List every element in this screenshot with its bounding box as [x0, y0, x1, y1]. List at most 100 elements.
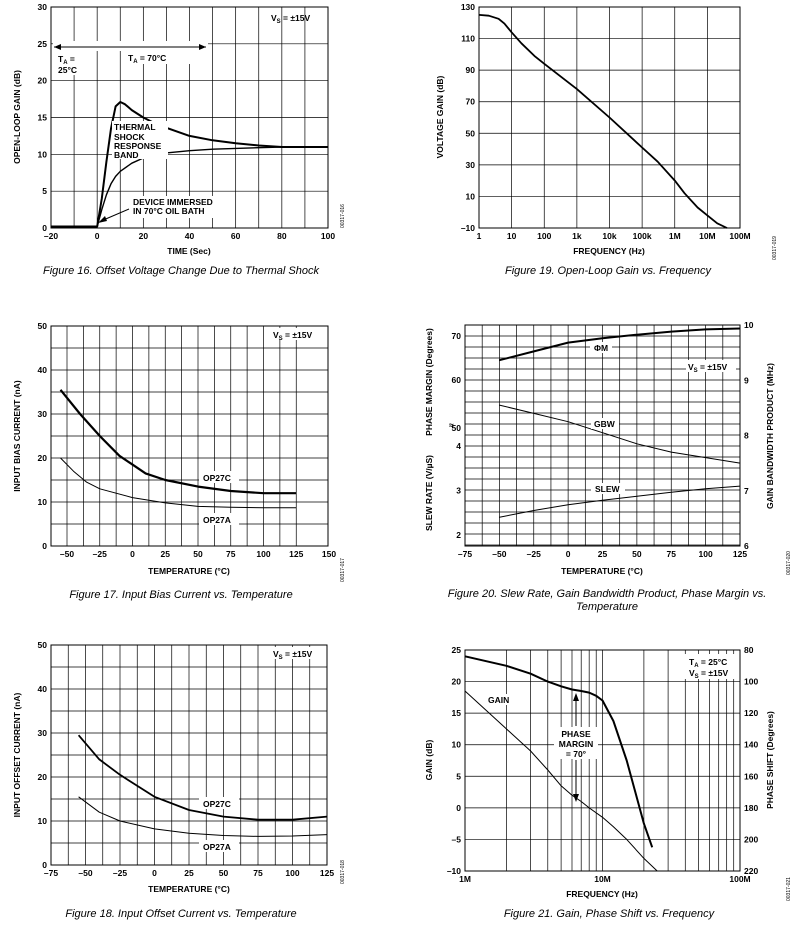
- label-phase-margin: ΦM: [594, 343, 608, 353]
- y-tick-label: 20: [452, 677, 462, 687]
- y-axis-label: INPUT BIAS CURRENT (nA): [12, 380, 22, 492]
- x-tick-label: –50: [78, 868, 92, 878]
- y-axis-label-slew: SLEW RATE (V/µS): [424, 455, 434, 531]
- y-tick-label: 60: [452, 375, 462, 385]
- x-tick-label: –25: [93, 549, 107, 559]
- y-tick-label: 0: [42, 223, 47, 233]
- y-tick-label: 30: [38, 2, 48, 12]
- annotation-phase-margin-2: MARGIN: [559, 739, 593, 749]
- figure-21: TA = 25°C VS = ±15V GAIN PHASE MARGIN = …: [424, 645, 792, 920]
- y-tick-label: 25: [452, 645, 462, 655]
- y-axis-label: GAIN (dB): [424, 740, 434, 781]
- x-tick-label: –50: [60, 549, 74, 559]
- plot-frame: [478, 6, 741, 229]
- x-tick-label: 10M: [699, 231, 716, 241]
- y-right-tick-label: 80: [744, 645, 754, 655]
- axis-break: ≈: [449, 420, 454, 430]
- y-tick-label: 10: [38, 497, 48, 507]
- series-line-op27c: [77, 734, 328, 821]
- figure-20: ≈ VS = ±15V ΦM GBW SLEW –75 –50 –25 0 25 50 75…: [424, 320, 792, 613]
- figure-caption: Figure 19. Open-Loop Gain vs. Frequency: [505, 265, 713, 277]
- y-tick-label: 4: [456, 441, 461, 451]
- x-tick-label: 25: [161, 549, 171, 559]
- y-tick-label: 10: [38, 149, 48, 159]
- x-axis-label: TEMPERATURE (°C): [148, 884, 230, 894]
- figure-id: 00317-021: [786, 877, 792, 901]
- y-axis-label: OPEN-LOOP GAIN (dB): [12, 70, 22, 164]
- annotation-phase-margin-1: PHASE: [561, 729, 591, 739]
- y-tick-label: 15: [452, 708, 462, 718]
- y-tick-label: 30: [38, 409, 48, 419]
- x-axis-label: TIME (Sec): [167, 246, 211, 256]
- series-line-phase: [464, 655, 654, 848]
- y-tick-label: 5: [456, 771, 461, 781]
- y-tick-label: 10: [452, 740, 462, 750]
- y-right-tick-label: 120: [744, 708, 758, 718]
- plot-frame: [50, 6, 329, 229]
- annotation-ta: TA = 25°C: [689, 657, 727, 669]
- annotation-ta-25-value: 25°C: [58, 65, 77, 75]
- y-tick-label: 130: [461, 2, 475, 12]
- y-axis-label-right: GAIN BANDWIDTH PRODUCT (MHz): [765, 363, 775, 509]
- x-axis-label: FREQUENCY (Hz): [566, 889, 638, 899]
- y-tick-label: 2: [456, 530, 461, 540]
- figure-id: 00317-016: [340, 204, 346, 228]
- figure-id: 00317-017: [340, 558, 346, 582]
- y-tick-label: 3: [456, 486, 461, 496]
- annotation-band-1: THERMAL: [114, 122, 156, 132]
- y-tick-label: 0: [456, 803, 461, 813]
- y-tick-label: 5: [42, 186, 47, 196]
- y-right-tick-label: 140: [744, 740, 758, 750]
- series-line-phase-margin: [499, 327, 741, 362]
- x-tick-label: 1k: [572, 231, 582, 241]
- x-tick-label: 100: [285, 868, 299, 878]
- annotation-ta-70: TA = 70°C: [128, 53, 166, 65]
- x-tick-label: 1M: [669, 231, 681, 241]
- y-right-tick-label: 8: [744, 431, 749, 441]
- annotation-phase-margin-3: = 70°: [566, 749, 587, 759]
- x-tick-label: 100: [256, 549, 270, 559]
- series-line-op27a: [78, 796, 328, 837]
- y-tick-label: 20: [38, 76, 48, 86]
- figure-id: 00317-018: [340, 860, 346, 884]
- annotation-vs: VS = ±15V: [273, 330, 312, 342]
- annotation-vs: VS = ±15V: [273, 649, 312, 661]
- y-tick-label: 70: [466, 97, 476, 107]
- y-tick-label: 50: [38, 640, 48, 650]
- y-right-tick-label: 200: [744, 834, 758, 844]
- y-right-tick-label: 160: [744, 771, 758, 781]
- x-tick-label: 1M: [459, 874, 471, 884]
- x-tick-label: 100: [537, 231, 551, 241]
- y-tick-label: 50: [38, 321, 48, 331]
- annotation-ta-25: TA =: [58, 54, 75, 66]
- figure-caption: Figure 21. Gain, Phase Shift vs. Frequen…: [504, 908, 716, 920]
- x-tick-label: 125: [320, 868, 334, 878]
- x-tick-label: 150: [322, 549, 336, 559]
- x-tick-label: 50: [632, 549, 642, 559]
- label-gain: GAIN: [488, 695, 509, 705]
- annotation-immersed-2: IN 70°C OIL BATH: [133, 206, 205, 216]
- y-tick-label: 25: [38, 39, 48, 49]
- y-right-tick-label: 220: [744, 866, 758, 876]
- label-op27a: OP27A: [203, 515, 231, 525]
- y-axis-label-phase: PHASE MARGIN (Degrees): [424, 328, 434, 436]
- y-right-tick-label: 6: [744, 541, 749, 551]
- y-right-tick-label: 9: [744, 375, 749, 385]
- x-tick-label: 1: [477, 231, 482, 241]
- x-tick-label: –25: [113, 868, 127, 878]
- y-tick-label: 50: [452, 423, 462, 433]
- annotation-vs: VS = ±15V: [689, 668, 728, 680]
- y-right-tick-label: 180: [744, 803, 758, 813]
- y-tick-label: 0: [42, 860, 47, 870]
- y-right-tick-label: 100: [744, 677, 758, 687]
- x-tick-label: 25: [184, 868, 194, 878]
- x-tick-label: 75: [253, 868, 263, 878]
- y-tick-label: 20: [38, 453, 48, 463]
- x-tick-label: 50: [193, 549, 203, 559]
- x-tick-label: 125: [733, 549, 747, 559]
- x-tick-label: 100M: [729, 231, 750, 241]
- plot-frame: [50, 325, 329, 547]
- y-tick-label: 40: [38, 684, 48, 694]
- series-line-op27a: [60, 457, 297, 509]
- x-tick-label: 75: [667, 549, 677, 559]
